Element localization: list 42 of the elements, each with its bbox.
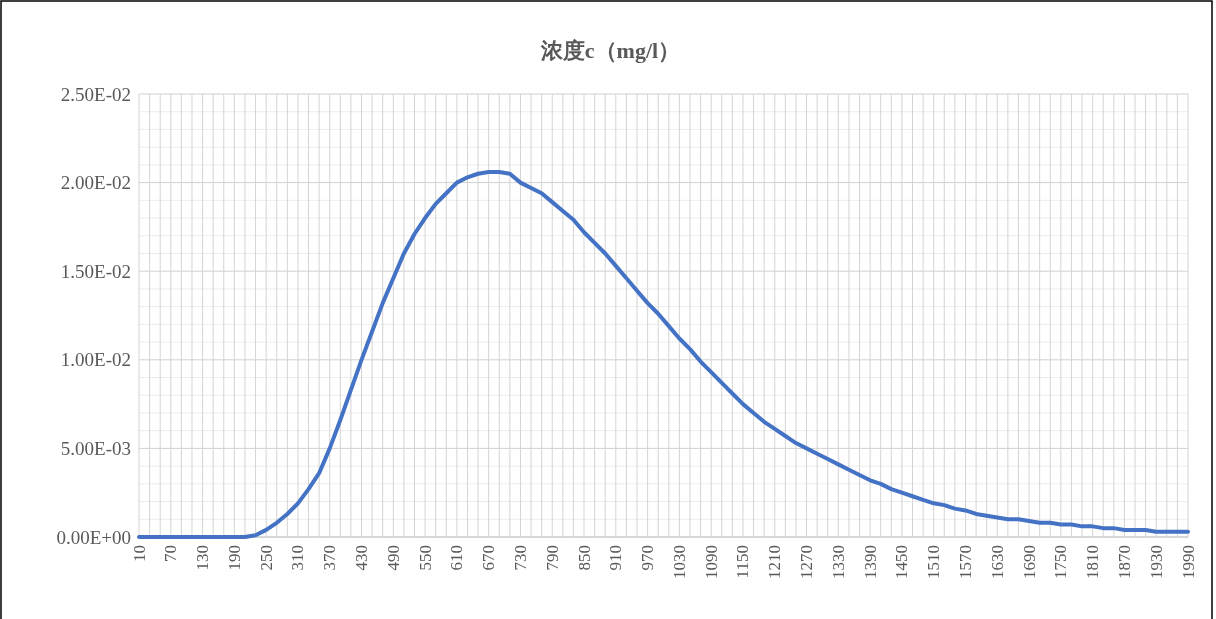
x-tick-label: 190 (224, 545, 244, 571)
x-tick-label: 1030 (669, 545, 689, 579)
x-tick-label: 970 (638, 545, 658, 571)
x-tick-label: 1270 (797, 545, 817, 579)
x-tick-label: 1690 (1019, 545, 1039, 579)
x-tick-label: 730 (510, 545, 530, 571)
x-tick-label: 1330 (828, 545, 848, 579)
line-series (137, 169, 1190, 539)
x-tick-label: 1450 (892, 545, 912, 579)
x-tick-label: 550 (415, 545, 435, 571)
x-tick-label: 430 (352, 545, 372, 571)
x-tick-label: 1750 (1051, 545, 1071, 579)
x-tick-label: 1630 (987, 545, 1007, 579)
y-tick-label: 0.00E+00 (56, 526, 131, 548)
x-tick-label: 1930 (1146, 545, 1166, 579)
x-tick-label: 70 (161, 545, 181, 562)
y-tick-label: 5.00E-03 (60, 437, 131, 459)
y-tick-label: 2.00E-02 (60, 172, 131, 194)
x-tick-label: 910 (606, 545, 626, 571)
x-tick-label: 1390 (860, 545, 880, 579)
x-tick-label: 850 (574, 545, 594, 571)
x-tick-label: 610 (447, 545, 467, 571)
y-tick-label: 1.50E-02 (60, 260, 131, 282)
x-tick-label: 310 (288, 545, 308, 571)
y-tick-label: 2.50E-02 (60, 83, 131, 105)
x-tick-label: 130 (193, 545, 213, 571)
x-tick-label: 250 (256, 545, 276, 571)
x-tick-label: 1210 (765, 545, 785, 579)
x-tick-label: 1510 (924, 545, 944, 579)
x-tick-label: 1150 (733, 545, 753, 579)
x-tick-label: 1810 (1083, 545, 1103, 579)
x-tick-label: 370 (320, 545, 340, 571)
x-tick-label: 790 (542, 545, 562, 571)
chart-title: 浓度c（mg/l） (539, 37, 681, 63)
x-tick-label: 1090 (701, 545, 721, 579)
x-tick-label: 1990 (1178, 545, 1198, 579)
x-tick-label: 1870 (1114, 545, 1134, 579)
y-tick-label: 1.00E-02 (60, 349, 131, 371)
x-tick-label: 670 (479, 545, 499, 571)
x-tick-label: 10 (129, 545, 149, 562)
x-tick-label: 490 (383, 545, 403, 571)
x-tick-label: 1570 (955, 545, 975, 579)
